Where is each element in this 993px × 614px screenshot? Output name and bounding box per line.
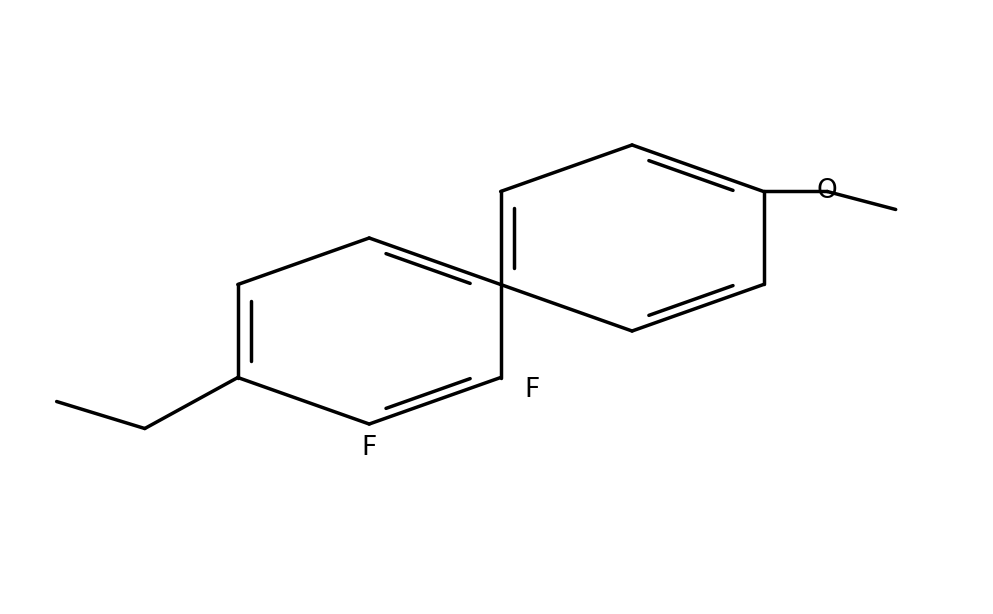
Text: F: F — [361, 435, 376, 461]
Text: O: O — [817, 179, 837, 204]
Text: F: F — [524, 376, 539, 403]
